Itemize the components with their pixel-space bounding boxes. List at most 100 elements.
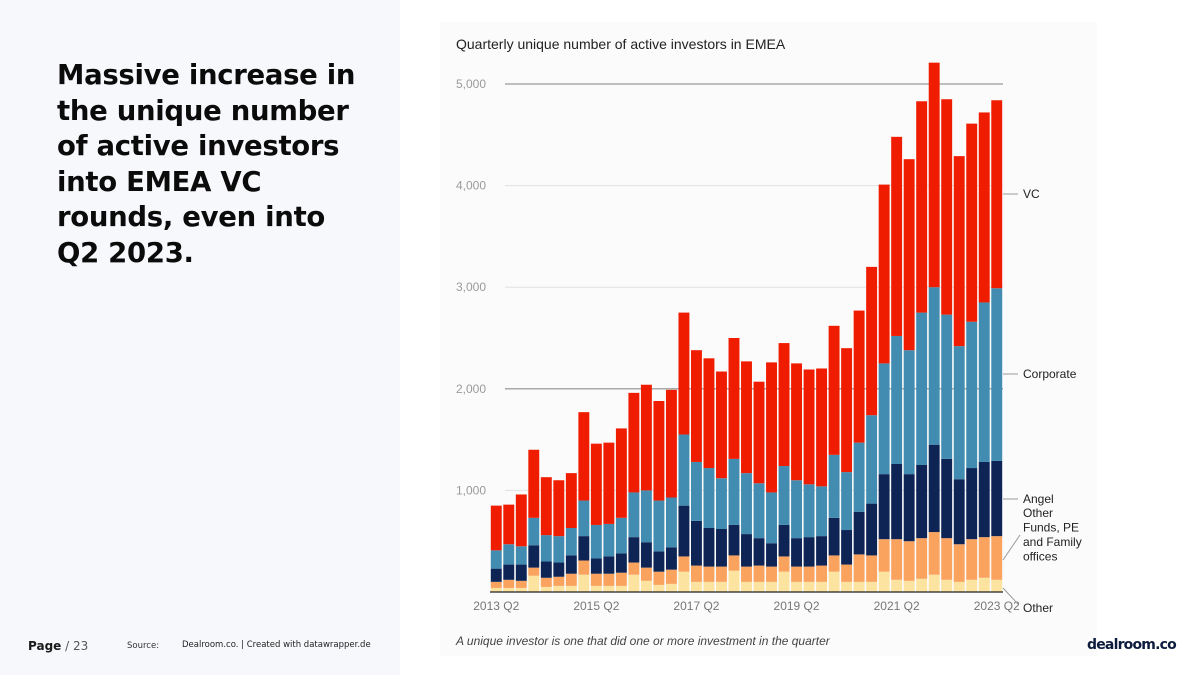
page-total: / 23 (65, 639, 89, 653)
bar-segment-vc (553, 480, 565, 537)
legend-label-angel: Angel (1023, 492, 1054, 506)
bar-segment-other-funds-pe-and-family-offices (878, 539, 890, 572)
bar-segment-other-funds-pe-and-family-offices (590, 573, 602, 586)
bar-segment-other-funds-pe-and-family-offices (778, 556, 790, 572)
headline-line: rounds, even into (57, 201, 326, 233)
bar-segment-corporate (791, 480, 803, 539)
bar-segment-vc (853, 310, 865, 443)
bar-segment-corporate (603, 523, 615, 557)
bar-segment-vc (941, 99, 953, 315)
bar-segment-other-funds-pe-and-family-offices (628, 562, 640, 575)
bar-segment-vc (866, 266, 878, 416)
page-indicator: Page / 23 (28, 639, 88, 653)
bar-segment-other-funds-pe-and-family-offices (916, 538, 928, 579)
bar-segment-vc (828, 325, 840, 455)
headline-line: Q2 2023. (57, 236, 194, 269)
bar-segment-other (778, 571, 790, 592)
bar-segment-other (690, 581, 702, 592)
bar-segment-vc (891, 136, 903, 336)
source-text: Dealroom.co. | Created with datawrapper.… (182, 640, 371, 650)
bar-segment-other-funds-pe-and-family-offices (753, 565, 765, 582)
bar-segment-vc (515, 494, 527, 547)
bar-segment-vc (540, 477, 552, 536)
bar-segment-other-funds-pe-and-family-offices (891, 539, 903, 580)
bar-segment-angel (653, 551, 665, 572)
bar-segment-angel (553, 562, 565, 577)
bar-segment-vc (966, 123, 978, 322)
bar-segment-corporate (490, 550, 502, 569)
bar-segment-other (903, 580, 915, 592)
bar-segment-vc (690, 350, 702, 462)
bar-segment-angel (565, 555, 577, 574)
bar-segment-other (703, 581, 715, 592)
bar-segment-angel (703, 527, 715, 567)
bar-segment-angel (853, 511, 865, 555)
bar-segment-vc (590, 443, 602, 525)
bar-segment-vc (503, 504, 515, 545)
bar-segment-vc (628, 392, 640, 493)
bar-segment-corporate (866, 415, 878, 504)
bar-segment-angel (615, 553, 627, 573)
bar-segment-angel (728, 524, 740, 556)
bar-segment-other (590, 585, 602, 592)
y-tick-label: 4,000 (456, 179, 486, 193)
bar-segment-angel (640, 542, 652, 568)
bar-segment-other (828, 571, 840, 592)
x-tick-label: 2017 Q2 (673, 599, 719, 613)
bar-segment-other (528, 575, 540, 592)
bar-segment-vc (741, 361, 752, 474)
bar-segment-corporate (803, 484, 815, 538)
headline-line: Massive increase in (57, 59, 356, 91)
bar-segment-angel (878, 474, 890, 540)
bar-segment-corporate (941, 314, 953, 459)
bar-segment-other-funds-pe-and-family-offices (553, 576, 565, 586)
bar-segment-other (741, 581, 752, 592)
y-tick-label: 5,000 (456, 77, 486, 91)
bars (490, 62, 1003, 592)
bar-segment-other (678, 571, 690, 592)
page-label: Page (28, 639, 62, 653)
bar-segment-angel (590, 558, 602, 574)
bar-segment-other-funds-pe-and-family-offices (803, 566, 815, 582)
bar-segment-other (916, 578, 928, 592)
bar-segment-vc (928, 62, 940, 288)
bar-segment-corporate (991, 288, 1003, 461)
bar-segment-vc (878, 184, 890, 364)
bar-segment-angel (490, 568, 502, 582)
bar-segment-other-funds-pe-and-family-offices (841, 564, 853, 582)
bar-segment-other (853, 581, 865, 592)
bar-segment-vc (703, 358, 715, 469)
bar-segment-corporate (716, 478, 727, 530)
bar-segment-corporate (828, 454, 840, 518)
y-tick-label: 3,000 (456, 280, 486, 294)
bar-segment-other-funds-pe-and-family-offices (565, 573, 577, 586)
bar-segment-angel (528, 545, 540, 568)
bar-segment-corporate (841, 472, 853, 531)
bar-segment-other-funds-pe-and-family-offices (678, 556, 690, 572)
bar-segment-angel (603, 556, 615, 574)
bar-segment-angel (953, 479, 965, 545)
bar-segment-corporate (966, 321, 978, 469)
bar-segment-other (791, 581, 803, 592)
bar-segment-other (816, 581, 828, 592)
legend-label-vc: VC (1023, 187, 1040, 201)
bar-segment-vc (716, 371, 727, 479)
bar-segment-corporate (653, 500, 665, 552)
bar-segment-corporate (690, 461, 702, 521)
bar-segment-other-funds-pe-and-family-offices (991, 536, 1003, 580)
bar-segment-vc (653, 400, 665, 501)
bar-segment-other (928, 574, 940, 592)
bar-segment-angel (665, 547, 677, 570)
bar-segment-other-funds-pe-and-family-offices (766, 566, 777, 582)
bar-segment-vc (528, 449, 540, 518)
bar-segment-corporate (703, 468, 715, 528)
bar-segment-angel (978, 461, 990, 538)
bar-segment-vc (766, 362, 777, 493)
bar-segment-corporate (816, 486, 828, 537)
bar-segment-other (878, 571, 890, 592)
bar-segment-other (615, 585, 627, 592)
slide-headline: Massive increase in the unique number of… (57, 58, 357, 271)
bar-segment-other-funds-pe-and-family-offices (640, 567, 652, 581)
bar-segment-corporate (728, 458, 740, 525)
